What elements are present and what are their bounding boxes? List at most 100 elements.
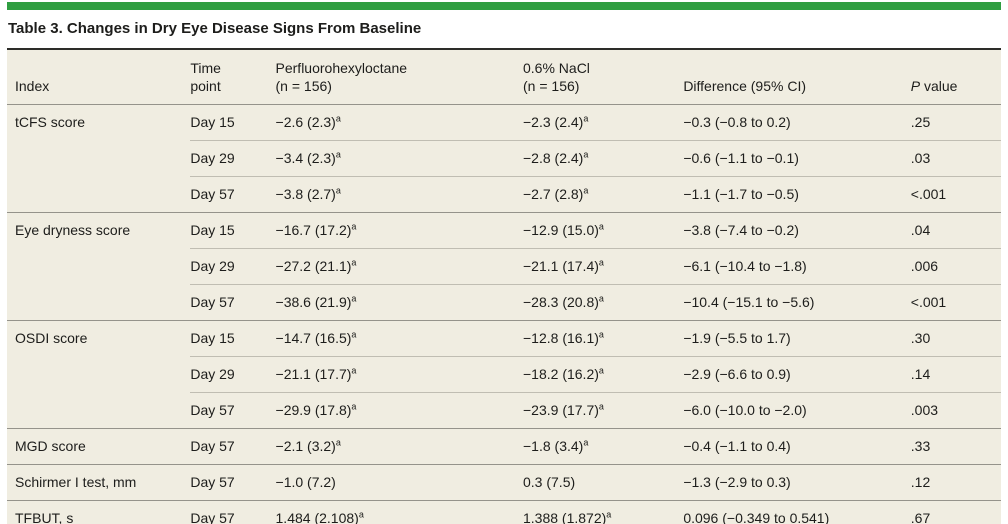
index-cell: tCFS score bbox=[15, 114, 86, 130]
perfluorohexyloctane-cell-value: −2.6 (2.3) bbox=[275, 114, 336, 130]
nacl-cell-value: −1.8 (3.4) bbox=[523, 438, 584, 454]
difference-cell: −1.3 (−2.9 to 0.3) bbox=[683, 464, 911, 501]
footnote-marker: a bbox=[351, 365, 357, 376]
difference-cell: −6.0 (−10.0 to −2.0) bbox=[683, 392, 911, 429]
perfluorohexyloctane-cell-value: −29.9 (17.8) bbox=[275, 402, 352, 418]
header-p-rest: value bbox=[920, 78, 958, 94]
difference-cell: −2.9 (−6.6 to 0.9) bbox=[683, 356, 911, 393]
footnote-marker: a bbox=[335, 437, 341, 448]
time-point-cell: Day 57 bbox=[190, 428, 276, 465]
time-point-cell: Day 29 bbox=[190, 356, 276, 393]
table-row: Day 29 −27.2 (21.1)a −21.1 (17.4)a −6.1 (−1… bbox=[7, 248, 1001, 285]
table-row: Eye dryness score Day 15 −16.7 (17.2)a −12.… bbox=[7, 212, 1001, 321]
perfluorohexyloctane-cell-value: −3.8 (2.7) bbox=[275, 186, 336, 202]
index-cell: Schirmer I test, mm bbox=[7, 464, 191, 501]
p-value-cell: .33 bbox=[910, 428, 1001, 465]
header-p-italic: P bbox=[910, 78, 921, 94]
perfluorohexyloctane-cell: 1.484 (2.108)a bbox=[275, 500, 523, 524]
nacl-cell-value: −18.2 (16.2) bbox=[523, 366, 599, 382]
header-time-line2: point bbox=[190, 78, 221, 94]
nacl-cell: 1.388 (1.872)a bbox=[523, 500, 684, 524]
table-row: Day 57 −38.6 (21.9)a −28.3 (20.8)a −10.4 (−… bbox=[7, 284, 1001, 321]
nacl-cell-value: 1.388 (1.872) bbox=[523, 510, 607, 524]
footnote-marker: a bbox=[351, 329, 357, 340]
difference-cell: −1.1 (−1.7 to −0.5) bbox=[683, 176, 911, 213]
perfluorohexyloctane-cell: −14.7 (16.5)a bbox=[275, 320, 523, 357]
perfluorohexyloctane-cell: −29.9 (17.8)a bbox=[275, 392, 523, 429]
nacl-cell: −23.9 (17.7)a bbox=[523, 392, 684, 429]
column-header-nacl: 0.6% NaCl (n = 156) bbox=[523, 50, 684, 105]
time-point-cell: Day 57 bbox=[190, 284, 276, 321]
perfluorohexyloctane-cell-value: −1.0 (7.2) bbox=[275, 474, 336, 490]
difference-cell: 0.096 (−0.349 to 0.541) bbox=[683, 500, 911, 524]
time-point-cell: Day 29 bbox=[190, 140, 276, 177]
footnote-marker: a bbox=[335, 185, 341, 196]
perfluorohexyloctane-cell: −27.2 (21.1)a bbox=[275, 248, 523, 285]
perfluorohexyloctane-cell-value: −27.2 (21.1) bbox=[275, 258, 352, 274]
nacl-cell: −2.8 (2.4)a bbox=[523, 140, 684, 177]
footnote-marker: a bbox=[598, 293, 604, 304]
table-row: tCFS score Day 15 −2.6 (2.3)a −2.3 (2.4)a −0… bbox=[7, 105, 1001, 141]
time-point-cell: Day 57 bbox=[190, 464, 276, 501]
time-point-cell: Day 15 bbox=[190, 114, 235, 130]
nacl-cell: −21.1 (17.4)a bbox=[523, 248, 684, 285]
time-point-cell: Day 57 bbox=[190, 176, 276, 213]
header-nacl-line1: 0.6% NaCl bbox=[523, 60, 590, 76]
table-row: Day 29 −21.1 (17.7)a −18.2 (16.2)a −2.9 (−6… bbox=[7, 356, 1001, 393]
perfluorohexyloctane-cell-value: −16.7 (17.2) bbox=[275, 222, 352, 238]
column-header-index: Index bbox=[7, 50, 191, 105]
footnote-marker: a bbox=[583, 437, 589, 448]
p-value-cell: .25 bbox=[910, 114, 931, 130]
perfluorohexyloctane-cell: −3.8 (2.7)a bbox=[275, 176, 523, 213]
p-value-cell: .03 bbox=[910, 140, 1001, 177]
perfluorohexyloctane-cell-value: −14.7 (16.5) bbox=[275, 330, 352, 346]
time-point-cell: Day 57 bbox=[190, 500, 276, 524]
p-value-cell: .04 bbox=[910, 212, 1001, 249]
footnote-marker: a bbox=[335, 149, 341, 160]
header-nacl-line2: (n = 156) bbox=[523, 78, 580, 94]
nacl-cell: −2.3 (2.4)a bbox=[523, 105, 683, 141]
index-cell: Eye dryness score bbox=[7, 212, 191, 321]
perfluorohexyloctane-cell: −38.6 (21.9)a bbox=[275, 284, 523, 321]
header-perf-line2: (n = 156) bbox=[275, 78, 332, 94]
table-body: tCFS score Day 15 −2.6 (2.3)a −2.3 (2.4)a −0… bbox=[7, 105, 1001, 524]
table-row: MGD score Day 57 −2.1 (3.2)a −1.8 (3.4)a −0.… bbox=[7, 428, 1001, 465]
table-row: OSDI score Day 15 −14.7 (16.5)a −12.8 (16.1… bbox=[7, 320, 1001, 429]
nacl-cell-value: −12.9 (15.0) bbox=[523, 222, 599, 238]
header-row: Index Time point Perfluorohexyloctane (n… bbox=[7, 50, 1001, 105]
footnote-marker: a bbox=[351, 401, 357, 412]
footnote-marker: a bbox=[598, 365, 604, 376]
nacl-cell-value: −23.9 (17.7) bbox=[523, 402, 599, 418]
column-header-difference: Difference (95% CI) bbox=[683, 50, 911, 105]
nacl-cell-value: 0.3 (7.5) bbox=[523, 474, 576, 490]
footnote-marker: a bbox=[335, 113, 341, 124]
footnote-marker: a bbox=[351, 293, 357, 304]
nacl-cell-value: −2.3 (2.4) bbox=[523, 114, 584, 130]
footnote-marker: a bbox=[598, 221, 604, 232]
p-value-cell: .67 bbox=[910, 500, 1001, 524]
perfluorohexyloctane-cell-value: −21.1 (17.7) bbox=[275, 366, 352, 382]
footnote-marker: a bbox=[598, 401, 604, 412]
nacl-cell: −28.3 (20.8)a bbox=[523, 284, 684, 321]
nacl-cell: −18.2 (16.2)a bbox=[523, 356, 684, 393]
perfluorohexyloctane-cell-value: −3.4 (2.3) bbox=[275, 150, 336, 166]
perfluorohexyloctane-cell: −21.1 (17.7)a bbox=[275, 356, 523, 393]
time-point-cell: Day 15 bbox=[190, 320, 276, 357]
difference-cell: −10.4 (−15.1 to −5.6) bbox=[683, 284, 911, 321]
footnote-marker: a bbox=[598, 329, 604, 340]
header-time-line1: Time bbox=[190, 60, 221, 76]
p-value-cell: .30 bbox=[910, 320, 1001, 357]
column-header-p-value: P value bbox=[910, 50, 1001, 105]
accent-bar bbox=[7, 2, 1001, 10]
perfluorohexyloctane-cell: −2.1 (3.2)a bbox=[275, 428, 523, 465]
p-value-cell: .12 bbox=[910, 464, 1001, 501]
footnote-marker: a bbox=[351, 221, 357, 232]
footnote-marker: a bbox=[606, 509, 612, 520]
table-row: Day 57 −3.8 (2.7)a −2.7 (2.8)a −1.1 (−1.7 t… bbox=[7, 176, 1001, 213]
difference-cell: −0.6 (−1.1 to −0.1) bbox=[683, 140, 911, 177]
perfluorohexyloctane-cell-value: 1.484 (2.108) bbox=[275, 510, 359, 524]
footnote-marker: a bbox=[598, 257, 604, 268]
nacl-cell: 0.3 (7.5) bbox=[523, 464, 684, 501]
perfluorohexyloctane-cell-value: −2.1 (3.2) bbox=[275, 438, 336, 454]
